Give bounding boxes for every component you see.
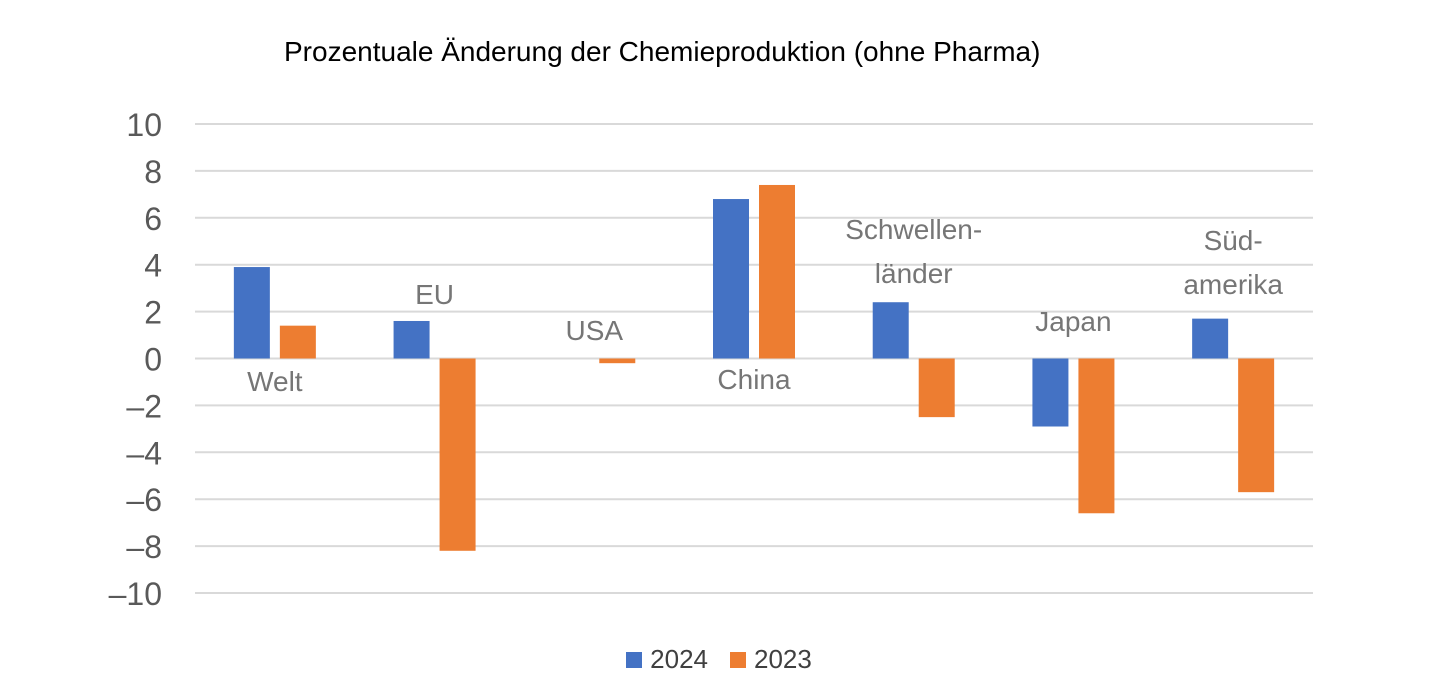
legend-swatch-2023: [730, 651, 746, 668]
bar-2024: [233, 267, 270, 359]
category-label-line: länder: [875, 258, 953, 289]
legend-item-2023: 2023: [730, 644, 812, 675]
category-label-line: Welt: [247, 366, 303, 397]
category-label-line: Japan: [1035, 306, 1111, 337]
bar-2023: [918, 358, 955, 418]
category-label: Welt: [247, 366, 303, 397]
legend-swatch-2024: [626, 651, 643, 668]
bar-2023: [279, 325, 316, 359]
bar-2024: [713, 199, 749, 359]
chart-title: Prozentuale Änderung der Chemieproduktio…: [284, 36, 1041, 67]
y-tick-label: 2: [144, 295, 162, 331]
category-label-line: EU: [415, 279, 454, 310]
category-label: Süd-amerika: [1183, 225, 1283, 300]
bar-2024: [1192, 318, 1229, 359]
legend-label-2023: 2023: [754, 644, 812, 674]
category-label-line: Süd-: [1204, 225, 1263, 256]
y-tick-label: 4: [144, 248, 162, 284]
legend: 2024 2023: [0, 644, 1438, 675]
y-tick-label: –8: [126, 529, 162, 565]
category-label: EU: [415, 279, 454, 310]
bar-2023: [599, 358, 636, 364]
bar-2023: [1238, 358, 1275, 493]
category-label-line: amerika: [1183, 269, 1283, 300]
legend-label-2024: 2024: [650, 644, 708, 674]
category-label: Schwellen-länder: [845, 214, 982, 289]
category-label: Japan: [1035, 306, 1111, 337]
y-tick-label: –10: [109, 576, 162, 612]
category-label-line: USA: [565, 315, 623, 346]
bar-2024: [1032, 358, 1069, 427]
bar-2023: [439, 358, 476, 551]
y-tick-label: 10: [126, 107, 162, 143]
category-label-line: China: [717, 364, 791, 395]
y-tick-label: –4: [126, 435, 162, 471]
y-tick-label: –6: [126, 482, 162, 518]
bar-2024: [872, 302, 909, 359]
y-tick-label: –2: [126, 388, 162, 424]
bar-2023: [759, 184, 795, 359]
bar-2024: [393, 320, 430, 359]
y-tick-label: 6: [144, 201, 162, 237]
category-label: USA: [565, 315, 623, 346]
bar-2023: [1078, 358, 1115, 514]
y-tick-label: 0: [144, 342, 162, 378]
category-label: China: [717, 364, 791, 395]
y-tick-label: 8: [144, 154, 162, 190]
legend-item-2024: 2024: [626, 644, 708, 675]
category-label-line: Schwellen-: [845, 214, 982, 245]
